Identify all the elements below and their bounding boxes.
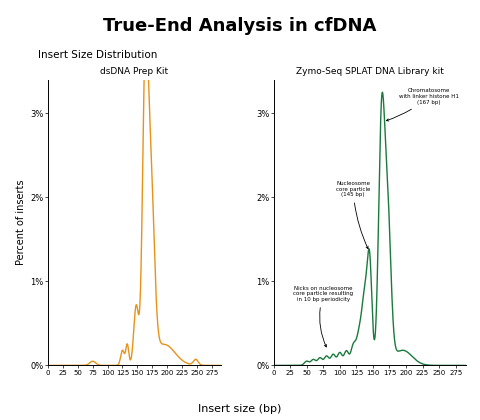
- Text: Nucleosome
core particle
(145 bp): Nucleosome core particle (145 bp): [336, 181, 370, 249]
- Text: Chromatosome
with linker histone H1
(167 bp): Chromatosome with linker histone H1 (167…: [386, 88, 459, 121]
- Title: dsDNA Prep Kit: dsDNA Prep Kit: [100, 67, 168, 76]
- Title: Zymo-Seq SPLAT DNA Library kit: Zymo-Seq SPLAT DNA Library kit: [296, 67, 444, 76]
- Text: Insert Size Distribution: Insert Size Distribution: [38, 50, 158, 60]
- Text: Insert size (bp): Insert size (bp): [198, 404, 282, 414]
- Text: Nicks on nucleosome
core particle resulting
in 10 bp periodicity: Nicks on nucleosome core particle result…: [293, 286, 353, 347]
- Y-axis label: Percent of inserts: Percent of inserts: [16, 180, 26, 265]
- Text: True-End Analysis in cfDNA: True-End Analysis in cfDNA: [103, 17, 377, 35]
